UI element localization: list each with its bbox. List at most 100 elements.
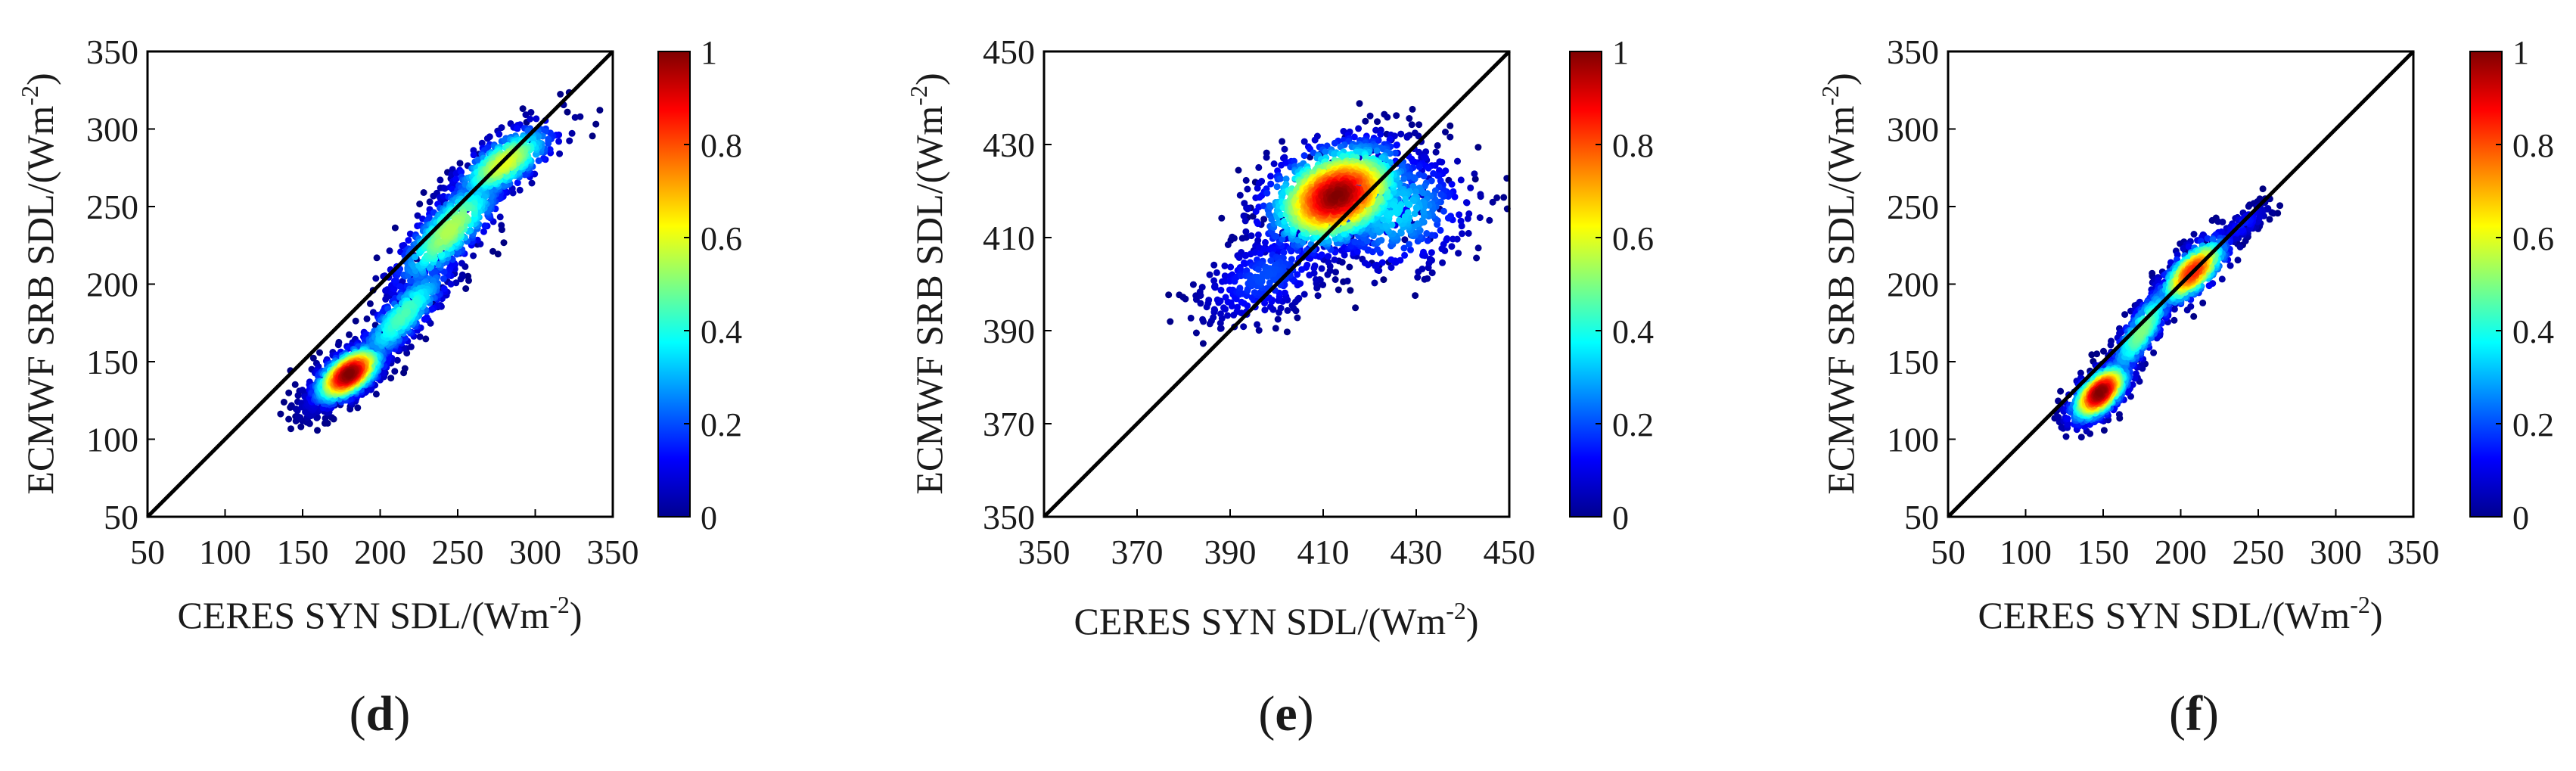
panel-e-point [1264, 272, 1272, 280]
panel-f: 50 100 150 200 250 300 350 5010015020025030035… [1816, 33, 2554, 741]
panel-d-point [470, 151, 477, 159]
panel-e-point [1440, 207, 1447, 215]
panel-d-point [277, 410, 284, 418]
panel-e-y-tick-label: 390 [983, 312, 1035, 350]
panel-d-point [516, 186, 524, 194]
panel-e-point [1406, 115, 1413, 122]
panel-e-point [1272, 233, 1280, 240]
panel-e-point [1457, 217, 1465, 225]
panel-e-point [1236, 191, 1244, 199]
panel-d-point [481, 222, 489, 229]
panel-d-point [440, 275, 447, 282]
panel-e-point [1325, 259, 1332, 266]
panel-e-point [1270, 160, 1278, 167]
panel-d-point [596, 107, 604, 114]
panel-e-point [1486, 216, 1493, 224]
panel-e-point [1306, 272, 1313, 278]
panel-d-point [458, 260, 465, 267]
panel-d-y-tick-label: 150 [86, 343, 138, 381]
panel-e-point [1255, 163, 1263, 171]
panel-e-point [1325, 253, 1332, 260]
panel-e-point [1415, 121, 1423, 129]
panel-e-point [1500, 194, 1508, 201]
panel-e-point [1356, 100, 1363, 107]
panel-d-y-tick-label: 250 [86, 188, 138, 226]
panel-e-point [1366, 112, 1374, 120]
panel-d-point [352, 317, 359, 325]
panel-e-colorbar-tick-label: 0.2 [1612, 406, 1654, 443]
panel-d-point [420, 189, 427, 196]
panel-d-point [440, 193, 447, 200]
panel-f-points [2051, 185, 2284, 441]
panel-d-colorbar-tick-label: 0.4 [701, 313, 742, 350]
panel-d-point [287, 425, 294, 433]
panel-d-point [285, 389, 293, 396]
panel-e-point [1210, 306, 1218, 313]
panel-e-point [1434, 141, 1441, 149]
panel-d-x-tick-label: 300 [509, 533, 561, 571]
panel-d-x-ticks: 50 100 150 200 250 300 350 [130, 509, 639, 571]
panel-d-point [421, 316, 428, 323]
panel-d-point [494, 250, 502, 258]
panel-e-point [1374, 118, 1381, 126]
panel-e-point [1444, 214, 1452, 222]
panel-e-point [1457, 176, 1465, 184]
panel-e-point [1474, 144, 1482, 151]
panel-e-colorbar [1569, 51, 1602, 518]
panel-d-point [406, 230, 414, 238]
panel-e-point [1312, 276, 1319, 283]
panel-d-point [386, 247, 393, 254]
panel-e-point [1448, 181, 1456, 188]
panel-d-point [401, 309, 409, 316]
panel-e-point [1406, 241, 1412, 248]
panel-e-point [1260, 216, 1268, 223]
panel-e-point [1257, 250, 1264, 257]
panel-e-point [1249, 213, 1257, 220]
panel-d-y-tick-label: 100 [86, 421, 138, 459]
panel-d-point [521, 171, 529, 179]
panel-e-point [1236, 284, 1244, 292]
panel-e-point [1489, 198, 1496, 206]
panel-d-point [372, 390, 380, 398]
panel-d-point [363, 387, 371, 395]
panel-d-point [571, 113, 579, 121]
panel-e-point [1446, 133, 1454, 141]
panel-d-x-axis-label: CERES SYN SDL/(Wm-2) [177, 591, 582, 636]
panel-e-point [1205, 297, 1213, 304]
panel-d-point [465, 277, 472, 284]
panel-d-y-tick-label: 300 [86, 110, 138, 149]
panel-e-point [1393, 112, 1400, 120]
panel-e-point [1443, 235, 1451, 242]
panel-e-y-tick-label: 430 [983, 126, 1035, 164]
panel-d-point [346, 331, 353, 338]
panel-d-point [496, 130, 503, 138]
panel-e-point [1210, 261, 1218, 269]
panel-e-point [1371, 279, 1378, 287]
panel-e-point [1311, 262, 1319, 269]
panel-e-point [1347, 287, 1354, 294]
panel-e-point [1206, 271, 1213, 278]
panel-e-point [1221, 263, 1229, 269]
panel-e-point [1403, 200, 1411, 207]
panel-d-point [576, 113, 584, 120]
panel-e-point [1318, 265, 1325, 272]
panel-e-point [1262, 238, 1269, 246]
panel-d-point [314, 427, 321, 434]
panel-d-point [514, 125, 521, 132]
panel-e-x-tick-label: 390 [1204, 533, 1257, 571]
panel-d-point [381, 369, 388, 377]
panel-e-point [1318, 251, 1325, 259]
panel-e-point [1263, 154, 1270, 161]
panel-e-point [1267, 180, 1275, 188]
panel-d-point [426, 198, 433, 206]
panel-e-point [1224, 312, 1232, 319]
panel-e-point [1428, 269, 1436, 277]
panel-e-point [1244, 204, 1252, 212]
panel-e-point [1213, 269, 1220, 276]
panel-e-point [1294, 314, 1301, 322]
panel-d-point [302, 408, 309, 415]
panel-d-label: (d) [350, 686, 411, 741]
panel-e-point [1362, 117, 1369, 125]
